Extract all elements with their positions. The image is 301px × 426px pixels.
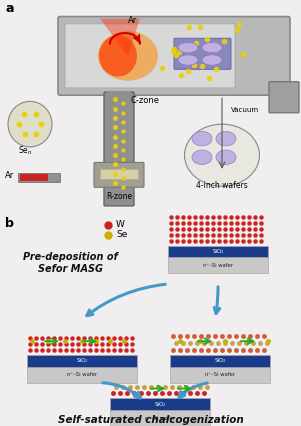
- Text: Se$_n$: Se$_n$: [18, 144, 33, 157]
- Ellipse shape: [202, 43, 222, 53]
- Bar: [170, 367, 270, 383]
- Bar: [110, 398, 210, 410]
- Bar: [18, 173, 60, 182]
- Ellipse shape: [185, 124, 259, 186]
- Text: Self-saturated chalcogenization: Self-saturated chalcogenization: [58, 415, 244, 425]
- Text: Pre-deposition of
Sefor MASG: Pre-deposition of Sefor MASG: [23, 252, 117, 274]
- Text: n⁺–Si wafer: n⁺–Si wafer: [203, 263, 233, 268]
- Bar: [20, 174, 48, 181]
- Text: 4-inch wafers: 4-inch wafers: [196, 181, 248, 190]
- Bar: [27, 355, 137, 367]
- FancyBboxPatch shape: [94, 162, 144, 187]
- Ellipse shape: [216, 150, 236, 164]
- Text: W: W: [116, 220, 125, 229]
- Bar: [168, 245, 268, 257]
- Text: SiO₂: SiO₂: [214, 358, 226, 363]
- Text: Ar: Ar: [128, 16, 138, 25]
- Bar: [110, 410, 210, 426]
- Bar: [168, 257, 268, 273]
- Text: C-zone: C-zone: [131, 96, 160, 106]
- Bar: [107, 91, 131, 95]
- FancyBboxPatch shape: [58, 17, 290, 95]
- Text: b: b: [5, 217, 14, 230]
- Bar: [27, 367, 137, 383]
- Ellipse shape: [192, 131, 212, 146]
- Text: n⁺–Si wafer: n⁺–Si wafer: [205, 372, 235, 377]
- Ellipse shape: [216, 131, 236, 146]
- Text: SiO₂: SiO₂: [154, 402, 166, 407]
- Circle shape: [8, 101, 52, 147]
- Bar: [100, 169, 138, 179]
- Text: R-zone: R-zone: [106, 192, 132, 201]
- Bar: [170, 355, 270, 367]
- FancyBboxPatch shape: [269, 82, 299, 113]
- Ellipse shape: [98, 31, 158, 81]
- FancyBboxPatch shape: [174, 38, 231, 69]
- Ellipse shape: [202, 55, 222, 65]
- Ellipse shape: [178, 43, 198, 53]
- Ellipse shape: [178, 55, 198, 65]
- Text: Vacuum: Vacuum: [231, 107, 259, 113]
- Ellipse shape: [192, 150, 212, 164]
- Text: n⁺–Si wafer: n⁺–Si wafer: [145, 416, 175, 420]
- Text: n⁺–Si wafer: n⁺–Si wafer: [67, 372, 97, 377]
- Polygon shape: [100, 19, 140, 56]
- FancyBboxPatch shape: [104, 92, 134, 206]
- FancyBboxPatch shape: [65, 24, 235, 88]
- Text: Ar: Ar: [5, 171, 14, 180]
- Text: SiO₂: SiO₂: [76, 358, 88, 363]
- Text: SiO₂: SiO₂: [212, 249, 224, 254]
- Ellipse shape: [99, 35, 137, 77]
- Text: Se: Se: [116, 230, 127, 239]
- Text: a: a: [5, 3, 14, 15]
